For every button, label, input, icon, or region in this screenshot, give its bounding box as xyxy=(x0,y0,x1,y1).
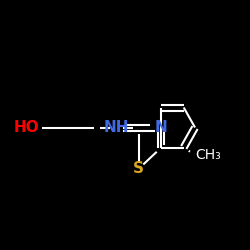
Text: HO: HO xyxy=(14,120,39,135)
Text: NH: NH xyxy=(104,120,129,135)
Text: CH₃: CH₃ xyxy=(195,148,221,162)
Text: N: N xyxy=(155,120,168,135)
Text: S: S xyxy=(133,161,144,176)
